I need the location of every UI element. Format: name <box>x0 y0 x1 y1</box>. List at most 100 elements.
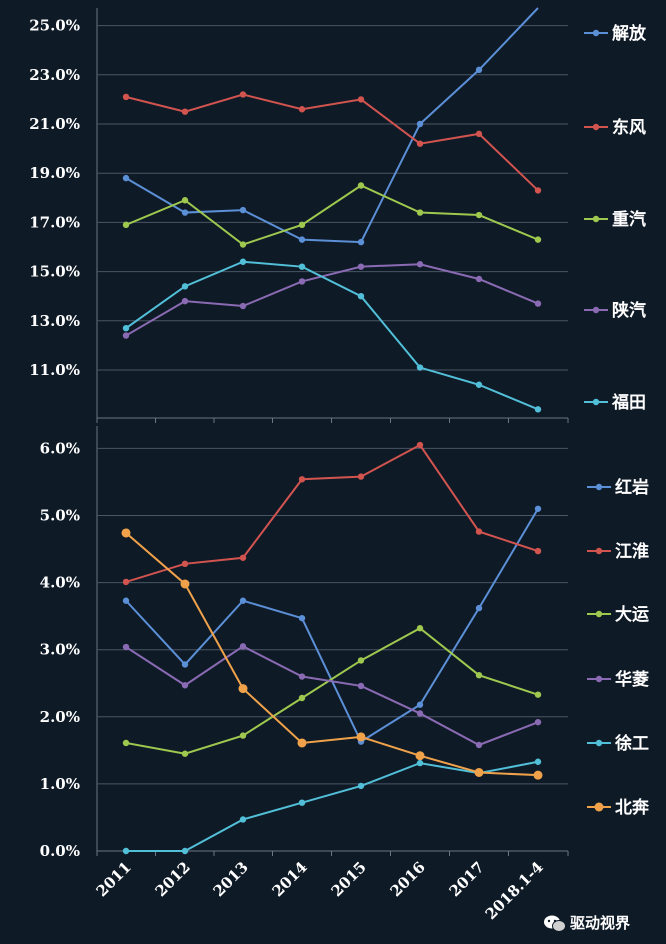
x-tick-label: 2013 <box>210 858 252 900</box>
data-point <box>357 657 365 664</box>
y-tick-label: 17.0% <box>29 213 80 231</box>
data-point <box>298 673 306 680</box>
y-tick-label: 15.0% <box>29 263 80 281</box>
data-point <box>534 300 542 307</box>
data-point <box>239 597 247 604</box>
series-华菱 <box>122 643 542 749</box>
series-大运 <box>122 625 542 757</box>
legend-item: 福田 <box>584 392 646 413</box>
x-tick-label: 2016 <box>387 858 429 900</box>
data-point <box>475 528 483 535</box>
data-point <box>356 732 366 742</box>
y-tick-label: 21.0% <box>29 115 80 133</box>
y-tick-label: 25.0% <box>29 17 80 35</box>
data-point <box>415 751 425 761</box>
x-tick-label: 2015 <box>328 858 370 900</box>
data-point <box>122 174 130 182</box>
y-tick-label: 3.0% <box>40 641 80 659</box>
data-point <box>416 625 424 632</box>
legend-marker <box>592 29 600 37</box>
data-point <box>181 197 189 204</box>
data-point <box>238 684 248 694</box>
series-line <box>125 7 539 244</box>
data-point <box>181 847 189 855</box>
data-point <box>239 258 247 265</box>
y-tick-label: 23.0% <box>29 66 80 84</box>
y-tick-label: 2.0% <box>40 708 80 726</box>
data-point <box>298 106 306 113</box>
legend-item: 解放 <box>584 23 647 44</box>
data-point <box>298 476 306 483</box>
data-point <box>475 211 483 219</box>
legend-item: 华菱 <box>587 669 649 690</box>
data-point <box>298 799 306 806</box>
data-point <box>357 293 365 300</box>
data-point <box>122 221 130 229</box>
data-point <box>122 847 130 855</box>
legend-item: 红岩 <box>587 477 649 498</box>
series-line <box>125 184 539 246</box>
legend-item: 徐工 <box>587 733 649 754</box>
data-point <box>122 578 130 586</box>
data-point <box>239 91 247 98</box>
data-point <box>181 108 189 115</box>
data-point <box>416 759 424 767</box>
data-point <box>475 381 483 388</box>
series-line <box>125 508 539 744</box>
data-point <box>357 682 365 690</box>
series-line <box>125 93 539 192</box>
data-point <box>475 66 483 74</box>
legend-label: 大运 <box>615 604 649 625</box>
data-point <box>298 614 306 622</box>
y-tick-label: 4.0% <box>40 574 80 592</box>
legend-label: 北奔 <box>615 797 650 818</box>
data-point <box>357 96 365 103</box>
data-point <box>534 547 542 555</box>
legend-marker <box>595 483 603 491</box>
series-福田 <box>122 258 542 413</box>
data-point <box>239 206 247 214</box>
data-point <box>181 750 189 757</box>
x-tick-label: 2011 <box>93 858 135 900</box>
y-tick-label: 19.0% <box>29 164 80 182</box>
data-point <box>534 718 542 726</box>
data-point <box>122 643 130 651</box>
data-point <box>122 332 130 339</box>
data-point <box>416 441 424 449</box>
legend-marker <box>592 398 600 406</box>
data-point <box>416 209 424 216</box>
legend-item: 重汽 <box>584 209 646 230</box>
data-point <box>298 236 306 243</box>
data-point <box>416 364 424 371</box>
data-point <box>181 297 189 305</box>
data-point <box>298 278 306 285</box>
data-point <box>416 701 424 708</box>
data-point <box>181 283 189 290</box>
legend-label: 江淮 <box>615 542 649 562</box>
legend-item: 陕汽 <box>584 300 646 321</box>
series-line <box>125 645 539 747</box>
legend-label: 陕汽 <box>612 300 646 321</box>
y-tick-label: 0.0% <box>40 842 80 860</box>
x-tick-label: 2012 <box>152 858 194 900</box>
series-line <box>125 627 539 755</box>
data-point <box>534 236 542 243</box>
data-point <box>357 782 365 790</box>
y-tick-label: 11.0% <box>29 361 80 379</box>
data-point <box>357 182 365 189</box>
legend-marker <box>595 610 603 618</box>
top-chart: 25.0% 23.0% 21.0% 19.0% 17.0% 15.0% 13.0% 11.0%… <box>29 7 647 423</box>
data-point <box>534 505 542 512</box>
legend-marker <box>595 739 603 747</box>
series-解放 <box>122 7 539 246</box>
data-point <box>534 758 542 765</box>
data-point <box>239 302 247 310</box>
watermark-label: 驱动视界 <box>570 914 630 932</box>
series-东风 <box>122 91 542 194</box>
legend-marker <box>595 675 603 683</box>
data-point <box>180 579 190 589</box>
data-point <box>357 473 365 480</box>
data-point <box>122 93 130 101</box>
data-point <box>181 661 189 668</box>
